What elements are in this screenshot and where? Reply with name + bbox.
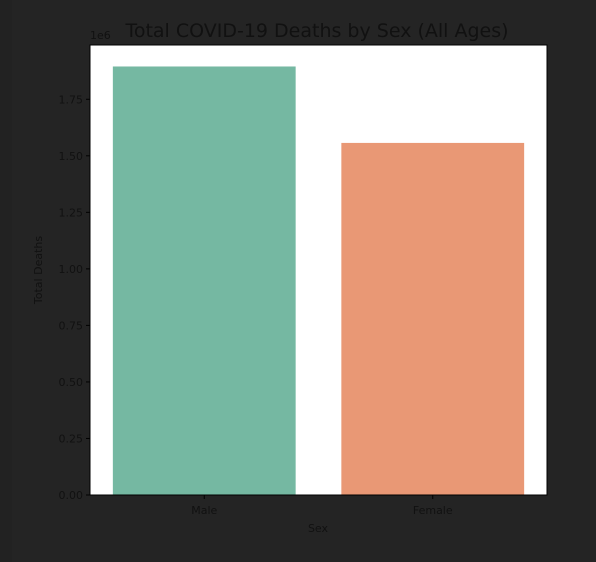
y-tick-label: 1.50 [59,150,84,163]
y-offset-text: 1e6 [90,29,111,42]
y-tick-label: 0.00 [59,489,84,502]
x-tick-label: Male [191,504,217,517]
y-tick-label: 1.75 [59,93,84,106]
y-axis: 0.00 0.25 0.50 0.75 1.00 1.25 1.50 1.75 [59,93,90,502]
x-axis: Male Female [191,495,453,517]
bar-female [341,142,525,496]
bars-group [112,66,525,496]
x-tick-label: Female [413,504,453,517]
y-tick-label: 0.50 [59,376,84,389]
bar-male [112,66,296,495]
y-tick-label: 0.75 [59,319,84,332]
y-tick-label: 1.25 [59,206,84,219]
x-axis-label: Sex [308,522,329,535]
plot-frame [89,44,548,496]
y-tick-label: 0.25 [59,432,84,445]
chart-title: Total COVID-19 Deaths by Sex (All Ages) [124,20,508,42]
y-tick-label: 1.00 [59,263,84,276]
y-axis-label: Total Deaths [32,236,45,305]
